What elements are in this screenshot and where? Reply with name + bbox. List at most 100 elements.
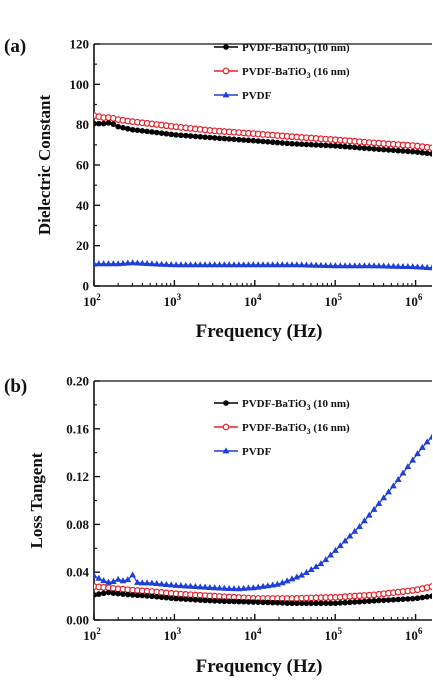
data-point [414,595,421,602]
data-point [337,600,344,606]
data-point [371,146,377,152]
data-point [105,578,112,585]
legend-entry-label: PVDF-BaTiO3 (16 nm) [242,422,350,436]
data-point [187,596,194,603]
data-point [336,542,344,549]
data-point [182,596,189,602]
data-point [366,598,373,604]
data-point [389,482,397,489]
data-point [192,133,199,140]
y-tick-label: 80 [76,117,89,132]
legend-entry-label: PVDF-BaTiO3 (16 nm) [242,66,350,80]
data-point [129,571,137,578]
data-point [322,262,330,269]
data-point [385,262,392,269]
data-point [390,147,397,154]
data-point [269,581,277,588]
data-point [293,261,301,268]
data-point [332,600,339,607]
data-point [148,260,156,267]
data-point [149,129,155,135]
legend-marker [223,400,229,406]
data-point [371,598,377,604]
data-point [376,146,382,153]
data-point [240,598,247,605]
data-point [187,582,194,589]
x-tick-exponent: 2 [96,292,101,302]
data-point [105,589,112,596]
data-point [269,139,276,146]
data-point [322,600,329,607]
data-point [125,591,131,598]
y-tick-label: 0.16 [66,421,89,436]
data-point [361,517,368,524]
data-point [307,566,315,573]
legend-marker [222,447,230,454]
data-point [390,596,397,603]
data-point [236,598,242,605]
y-tick-label: 0.08 [66,517,89,532]
data-point [163,130,170,137]
data-point [125,125,131,132]
data-point [370,262,378,269]
data-point [202,597,208,604]
data-point [318,142,324,148]
data-point [230,585,238,592]
data-point [288,261,296,268]
data-point [303,600,310,607]
data-point [134,127,141,134]
data-point [96,591,102,597]
data-point [361,262,368,269]
data-point [409,456,417,463]
data-point [143,579,151,586]
data-point [255,599,261,605]
data-point [177,582,185,589]
data-point [163,580,170,587]
data-point [274,599,281,606]
legend-suffix: (10 nm) [311,42,350,54]
data-point [260,138,266,145]
y-tick-label: 100 [70,77,90,92]
data-point [105,120,112,126]
plot-area [94,112,432,271]
x-tick-label: 102 [83,292,101,309]
series-line [94,436,432,590]
data-point [313,600,319,607]
data-point [202,134,208,140]
data-point [409,595,416,602]
data-point [168,131,175,138]
data-point [289,140,295,147]
x-tick-label: 106 [405,292,423,309]
data-point [418,443,426,450]
data-point [308,141,315,148]
data-point [312,563,320,570]
data-point [395,596,402,603]
y-tick-label: 0 [83,279,90,294]
data-point [240,261,248,268]
data-point [429,593,432,599]
data-point [279,600,286,606]
data-point [389,262,397,269]
data-point [139,592,146,599]
y-tick-label: 20 [76,238,89,253]
series-2 [94,259,432,271]
data-point [394,475,402,482]
series-0 [94,589,432,607]
data-point [250,599,257,605]
data-point [182,582,190,589]
data-point [182,132,189,139]
x-tick-exponent: 3 [177,292,182,302]
x-tick-label: 106 [405,626,423,643]
data-point [259,261,267,268]
data-point [144,128,150,135]
data-point [167,581,175,588]
data-point [327,551,334,558]
series-0 [94,120,432,157]
data-point [201,583,209,590]
data-point [139,128,146,134]
x-tick-label: 104 [244,626,262,643]
data-point [249,584,257,591]
data-point [259,582,267,589]
data-point [375,500,383,507]
